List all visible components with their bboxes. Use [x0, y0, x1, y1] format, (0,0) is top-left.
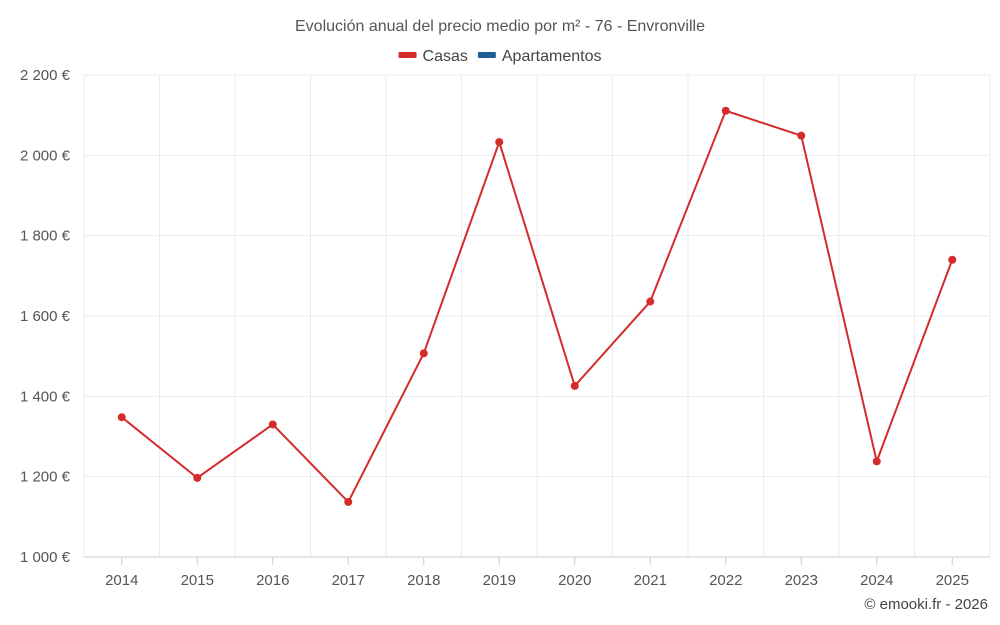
data-point[interactable]	[872, 457, 881, 466]
y-tick-label: 1 400 €	[20, 388, 71, 405]
credit-text: © emooki.fr - 2026	[864, 596, 988, 613]
grid	[83, 74, 991, 558]
y-tick-label: 1 800 €	[20, 228, 71, 245]
x-tick-label: 2015	[181, 572, 214, 589]
y-tick-label: 2 000 €	[20, 147, 71, 164]
x-tick-label: 2014	[105, 572, 138, 589]
data-point[interactable]	[419, 349, 428, 358]
series-line-casas	[121, 109, 954, 504]
x-tick-label: 2020	[558, 572, 591, 589]
legend-label: Casas	[423, 48, 468, 65]
x-tick-label: 2025	[936, 572, 969, 589]
x-tick-label: 2019	[483, 572, 516, 589]
data-point[interactable]	[646, 297, 655, 306]
x-tick-label: 2016	[256, 572, 289, 589]
data-point[interactable]	[268, 420, 277, 429]
chart-title: Evolución anual del precio medio por m² …	[295, 18, 705, 35]
data-point[interactable]	[344, 497, 353, 506]
legend[interactable]: Casas Apartamentos	[398, 48, 602, 65]
data-point[interactable]	[721, 106, 730, 115]
y-tick-label: 2 200 €	[20, 67, 71, 84]
y-tick-label: 1 200 €	[20, 469, 71, 486]
x-tick-label: 2022	[709, 572, 742, 589]
x-axis: 2014 2015 2016 2017 2018 2019 2020 2021 2022 2023…	[105, 557, 969, 589]
x-tick-label: 2021	[634, 572, 667, 589]
x-tick-label: 2023	[785, 572, 818, 589]
y-tick-label: 1 600 €	[20, 308, 71, 325]
y-tick-label: 1 000 €	[20, 549, 71, 566]
data-point[interactable]	[193, 473, 202, 482]
legend-item-apartamentos[interactable]: Apartamentos	[477, 48, 602, 65]
y-axis: 1 000 € 1 200 € 1 400 € 1 600 € 1 800 € 2 000…	[20, 67, 71, 566]
series-layer	[117, 106, 957, 506]
data-point[interactable]	[495, 138, 504, 147]
x-tick-label: 2018	[407, 572, 440, 589]
x-tick-label: 2017	[332, 572, 365, 589]
data-point[interactable]	[117, 413, 126, 422]
data-point[interactable]	[948, 255, 957, 264]
legend-swatch	[398, 52, 417, 58]
legend-label: Apartamentos	[502, 48, 602, 65]
data-point[interactable]	[797, 131, 806, 140]
x-tick-label: 2024	[860, 572, 893, 589]
legend-swatch	[477, 52, 496, 58]
data-point[interactable]	[570, 381, 579, 390]
legend-item-casas[interactable]: Casas	[398, 48, 468, 65]
